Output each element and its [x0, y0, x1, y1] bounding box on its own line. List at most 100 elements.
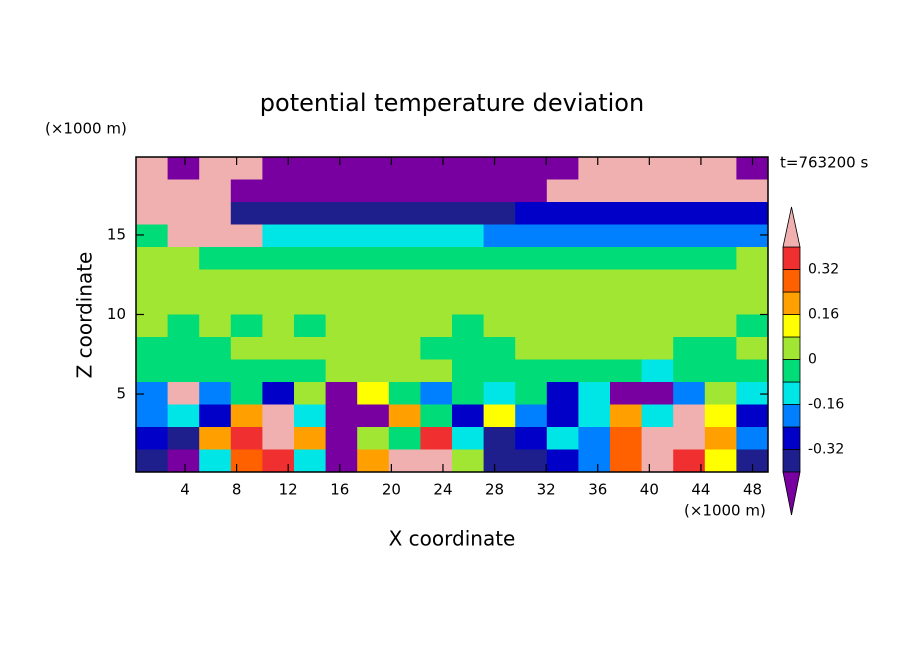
contour-cell — [136, 269, 169, 293]
contour-cell — [483, 314, 516, 338]
contour-cell — [325, 449, 358, 473]
contour-cell — [641, 247, 674, 270]
contour-cell — [704, 269, 737, 293]
x-tick-label: 40 — [640, 481, 659, 499]
contour-cell — [357, 404, 390, 428]
colorbar-label: 0 — [808, 352, 817, 368]
contour-cell — [515, 382, 548, 405]
contour-cell — [483, 382, 516, 405]
contour-cell — [357, 269, 390, 293]
contour-cell — [357, 179, 390, 203]
x-tick-label: 4 — [180, 481, 190, 499]
contour-cell — [199, 449, 232, 473]
contour-cell — [199, 359, 232, 383]
colorbar-box — [782, 269, 801, 293]
contour-cell — [452, 449, 485, 473]
contour-cell — [546, 224, 579, 248]
x-unit: (×1000 m) — [684, 502, 766, 520]
contour-cell — [167, 157, 200, 180]
contour-cell — [546, 179, 579, 203]
contour-cell — [388, 382, 421, 405]
contour-cell — [704, 449, 737, 473]
contour-cell — [294, 269, 327, 293]
contour-cell — [515, 337, 548, 360]
colorbar-box — [782, 426, 801, 450]
colorbar-box — [782, 314, 801, 338]
contour-cell — [294, 449, 327, 473]
contour-cell — [294, 157, 327, 180]
contour-cell — [610, 359, 643, 383]
contour-cell — [736, 382, 769, 405]
contour-cell — [199, 404, 232, 428]
contour-cell — [452, 314, 485, 338]
contour-cell — [673, 359, 706, 383]
contour-cell — [262, 269, 295, 293]
x-tick-label: 16 — [330, 481, 349, 499]
contour-cell — [641, 382, 674, 405]
contour-cell — [673, 202, 706, 225]
contour-cell — [230, 382, 263, 405]
contour-cell — [515, 404, 548, 428]
contour-cell — [136, 179, 169, 203]
contour-cell — [136, 157, 169, 180]
contour-cell — [230, 202, 263, 225]
contour-cell — [325, 427, 358, 450]
contour-cell — [420, 404, 453, 428]
contour-cell — [325, 404, 358, 428]
contour-cell — [641, 359, 674, 383]
contour-cell — [388, 179, 421, 203]
contour-cell — [452, 224, 485, 248]
contour-cell — [199, 224, 232, 248]
contour-cell — [578, 314, 611, 338]
y-axis-title: Z coordinate — [73, 252, 97, 379]
contour-cell — [357, 247, 390, 270]
contour-cell — [420, 449, 453, 473]
contour-cell — [420, 314, 453, 338]
contour-cell — [546, 314, 579, 338]
contour-cell — [736, 292, 769, 315]
contour-cell — [262, 382, 295, 405]
contour-cell — [325, 359, 358, 383]
contour-cell — [230, 157, 263, 180]
contour-cell — [610, 449, 643, 473]
contour-cell — [357, 202, 390, 225]
contour-cell — [483, 157, 516, 180]
contour-cell — [578, 157, 611, 180]
contour-cell — [610, 224, 643, 248]
contour-cell — [578, 404, 611, 428]
contour-cell — [736, 314, 769, 338]
contour-cell — [325, 179, 358, 203]
contour-cell — [199, 247, 232, 270]
contour-cell — [325, 382, 358, 405]
contour-cell — [325, 157, 358, 180]
contour-cell — [262, 449, 295, 473]
contour-cell — [578, 179, 611, 203]
contour-cell — [167, 382, 200, 405]
contour-cell — [673, 179, 706, 203]
contour-cell — [673, 427, 706, 450]
annotation: t=763200 s — [780, 154, 868, 172]
contour-cell — [452, 404, 485, 428]
x-tick-label: 28 — [485, 481, 504, 499]
x-tick-label: 20 — [382, 481, 401, 499]
x-tick-label: 36 — [588, 481, 607, 499]
contour-cell — [546, 427, 579, 450]
contour-cell — [199, 314, 232, 338]
x-axis-title: X coordinate — [389, 527, 516, 551]
contour-cell — [199, 382, 232, 405]
contour-cell — [262, 179, 295, 203]
contour-cell — [578, 269, 611, 293]
contour-cell — [452, 179, 485, 203]
contour-cell — [673, 337, 706, 360]
x-tick-label: 24 — [433, 481, 452, 499]
contour-cell — [167, 404, 200, 428]
colorbar-box — [782, 381, 801, 405]
contour-cell — [546, 449, 579, 473]
contour-cell — [610, 157, 643, 180]
contour-cell — [452, 359, 485, 383]
contour-cell — [230, 404, 263, 428]
contour-cell — [736, 202, 769, 225]
contour-cell — [262, 314, 295, 338]
contour-cell — [641, 449, 674, 473]
contour-cell — [388, 202, 421, 225]
